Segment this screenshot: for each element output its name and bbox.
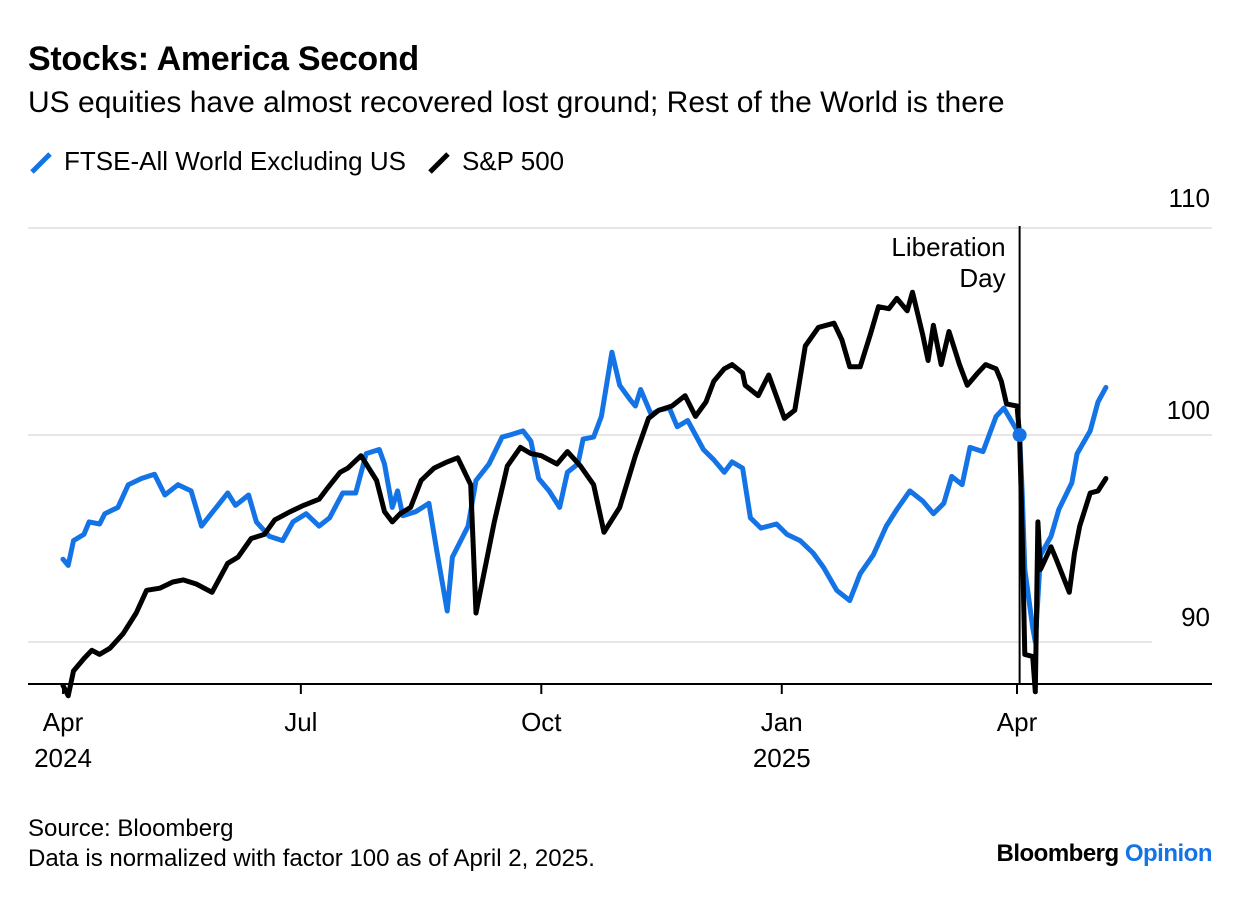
- brand-suffix: Opinion: [1124, 840, 1213, 867]
- normalization-point-marker: [1012, 428, 1027, 442]
- brand-logo: Bloomberg Opinion: [997, 840, 1213, 868]
- chart-title: Stocks: America Second: [28, 40, 419, 78]
- legend-swatch-ftse: [30, 151, 52, 174]
- y-tick-label-90: 90: [1181, 602, 1210, 632]
- x-tick-label-2: Oct: [521, 707, 562, 737]
- chart-subtitle: US equities have almost recovered lost g…: [28, 86, 1005, 119]
- legend-item-sp500: S&P 500: [426, 146, 564, 177]
- legend-item-ftse: FTSE-All World Excluding US: [28, 146, 406, 177]
- legend-label-ftse: FTSE-All World Excluding US: [64, 146, 406, 176]
- source-note: Source: Bloomberg: [28, 815, 234, 842]
- series-line-ftse: [60, 349, 1109, 645]
- y-tick-label-110: 110: [1169, 183, 1210, 213]
- annotation-line1: Liberation: [891, 232, 1005, 262]
- legend-label-sp500: S&P 500: [461, 146, 565, 176]
- normalization-note: Data is normalized with factor 100 as of…: [28, 845, 595, 872]
- x-tick-year-0: 2024: [34, 743, 92, 773]
- legend-swatch-sp500: [428, 151, 450, 174]
- brand-name: Bloomberg: [996, 840, 1120, 867]
- x-tick-label-4: Apr: [997, 707, 1038, 737]
- series-line-sp500: [60, 289, 1109, 699]
- chart-legend: FTSE-All World Excluding US S&P 500: [28, 146, 584, 177]
- chart-footer: Source: Bloomberg Data is normalized wit…: [28, 814, 595, 874]
- y-tick-label-100: 100: [1167, 395, 1210, 425]
- x-tick-label-3: Jan: [761, 707, 803, 737]
- x-tick-label-0: Apr: [43, 707, 84, 737]
- x-tick-label-1: Jul: [284, 707, 317, 737]
- x-tick-year-3: 2025: [753, 743, 811, 773]
- annotation-line2: Day: [959, 263, 1005, 293]
